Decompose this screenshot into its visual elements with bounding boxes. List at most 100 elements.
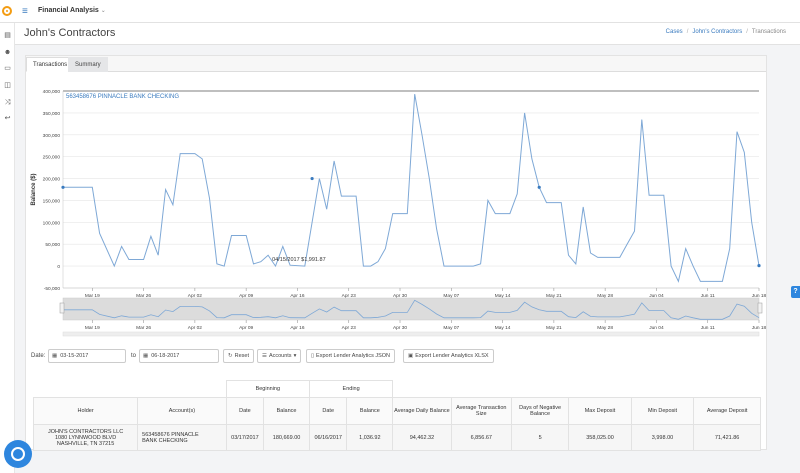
end-date-value: 06-18-2017	[151, 353, 180, 359]
navigator-tick-label: Jun 11	[701, 325, 715, 331]
holder-line: NASHVILLE, TN 37215	[56, 440, 115, 447]
chevron-down-icon: ⌄	[100, 8, 106, 14]
navigator-tick-label: Apr 09	[239, 325, 253, 331]
col-min-deposit[interactable]: Min Deposit	[630, 397, 695, 425]
start-date-input[interactable]: ▦ 03-15-2017	[48, 349, 126, 363]
data-point	[757, 264, 761, 268]
navigator-tick-label: Apr 30	[393, 325, 407, 331]
chart-controls: Date: ▦ 03-15-2017 to ▦ 06-18-2017 ↻ Reset …	[31, 349, 531, 364]
col-avg-deposit[interactable]: Average Deposit	[693, 397, 761, 425]
chart-title: 563458676 PINNACLE BANK CHECKING	[66, 94, 179, 100]
export-json-button[interactable]: ▯ Export Lender Analytics JSON	[306, 349, 396, 363]
avg-txn-size-cell: 6,856.67	[450, 424, 512, 451]
series-layer	[61, 94, 761, 283]
y-axis-title: Balance ($)	[31, 173, 37, 205]
col-begin-date[interactable]: Date	[225, 397, 265, 425]
app-title-dropdown[interactable]: Financial Analysis ⌄	[38, 7, 106, 14]
page-header: John's Contractors Cases / John's Contract…	[15, 23, 800, 45]
ending-group-header: Ending	[308, 380, 394, 398]
breadcrumb-cases[interactable]: Cases	[665, 29, 683, 35]
min-deposit-cell: 3,998.00	[630, 424, 695, 451]
x-tick-label: May 21	[546, 293, 562, 299]
y-tick-label: 50,000	[45, 242, 60, 248]
y-tick-label: 150,000	[43, 198, 61, 204]
data-point	[61, 185, 65, 189]
end-date-input[interactable]: ▦ 06-18-2017	[139, 349, 219, 363]
col-days-negative[interactable]: Days of Negative Balance	[510, 397, 570, 425]
col-accounts[interactable]: Account(s)	[137, 397, 227, 425]
tab-summary[interactable]: Summary	[68, 57, 108, 72]
x-tick-label: Mar 26	[136, 293, 151, 299]
y-tick-label: 200,000	[43, 177, 61, 183]
y-tick-label: 400,000	[43, 89, 61, 95]
y-tick-label: 350,000	[43, 111, 61, 117]
sidebar-users-icon[interactable]: ☻	[3, 49, 12, 56]
calendar-icon: ▦	[143, 353, 149, 359]
account-line: BANK CHECKING	[142, 437, 188, 444]
col-avg-txn-size[interactable]: Average Transaction Size	[450, 397, 512, 425]
sidebar-shuffle-icon[interactable]: ⤨	[4, 99, 11, 106]
holder-line: JOHN'S CONTRACTORS LLC	[47, 428, 124, 435]
sidebar-back-icon[interactable]: ↩	[4, 115, 11, 122]
account-line: 563458676 PINNACLE	[142, 431, 199, 438]
account-cell: 563458676 PINNACLE BANK CHECKING	[137, 424, 227, 451]
breadcrumb-johns-contractors[interactable]: John's Contractors	[692, 29, 743, 35]
sidebar: ▤ ☻ ▭ ◫ ⤨ ↩	[0, 23, 15, 473]
days-negative-cell: 5	[510, 424, 570, 451]
x-tick-label: Apr 09	[239, 293, 253, 299]
breadcrumb-transactions: Transactions	[751, 29, 786, 35]
col-end-date[interactable]: Date	[308, 397, 348, 425]
caret-down-icon: ▾	[293, 353, 297, 359]
accounts-button[interactable]: ☰ Accounts ▾	[257, 349, 302, 363]
col-max-deposit[interactable]: Max Deposit	[568, 397, 632, 425]
x-tick-label: Jun 18	[752, 293, 766, 299]
holder-line: 1080 LYNNWOOD BLVD	[54, 434, 117, 441]
col-end-balance[interactable]: Balance	[346, 397, 394, 425]
end-date-cell: 06/16/2017	[308, 424, 348, 451]
list-icon: ☰	[262, 353, 267, 359]
export-xlsx-button[interactable]: ▣ Export Lender Analytics XLSX	[403, 349, 494, 363]
x-tick-label: Jun 04	[649, 293, 664, 299]
reset-button[interactable]: ↻ Reset	[223, 349, 254, 363]
beginning-group-header: Beginning	[225, 380, 310, 398]
col-avg-daily-balance[interactable]: Average Daily Balance	[392, 397, 452, 425]
help-button[interactable]: ?	[791, 286, 800, 298]
navigator-left-handle	[59, 302, 65, 314]
col-holder[interactable]: Holder	[32, 397, 139, 425]
x-tick-label: Apr 23	[342, 293, 356, 299]
data-point	[537, 185, 541, 189]
lifebuoy-icon	[11, 447, 25, 461]
sidebar-chart-icon[interactable]: ◫	[4, 82, 11, 89]
chart-grid	[63, 90, 759, 289]
begin-balance-cell: 180,669.00	[263, 424, 310, 451]
col-begin-balance[interactable]: Balance	[263, 397, 310, 425]
navigator-tick-label: Mar 19	[85, 325, 100, 331]
chat-support-button[interactable]	[4, 440, 32, 468]
navigator-right-handle	[757, 302, 763, 314]
balance-chart[interactable]: -50,000 0 50,000 100,000 150,000 200,000 250,0…	[26, 56, 766, 346]
start-date-value: 03-15-2017	[60, 353, 89, 359]
breadcrumb: Cases / John's Contractors / Transactions	[665, 29, 786, 35]
file-icon: ▯	[311, 353, 315, 359]
tab-bar: Transactions Summary	[26, 56, 766, 72]
begin-date-cell: 03/17/2017	[225, 424, 265, 451]
navigator-tick-label: Apr 02	[188, 325, 202, 331]
export-json-label: Export Lender Analytics JSON	[316, 353, 391, 359]
max-deposit-cell: 358,025.00	[568, 424, 632, 451]
calendar-icon: ▦	[52, 353, 58, 359]
app-logo-icon[interactable]	[2, 6, 12, 16]
menu-icon[interactable]: ≡	[22, 6, 28, 17]
navigator-tick-label: Jun 04	[649, 325, 664, 331]
x-tick-label: Mar 19	[85, 293, 100, 299]
date-label: Date:	[31, 353, 46, 359]
accounts-label: Accounts	[268, 353, 292, 359]
x-tick-label: Apr 02	[188, 293, 202, 299]
balance-series-line	[63, 94, 760, 283]
navigator-tick-label: Apr 16	[290, 325, 304, 331]
sidebar-document-icon[interactable]: ▤	[4, 32, 11, 39]
chart-navigator[interactable]: Mar 19 Mar 26 Apr 02 Apr 09 Apr 16 Apr 23 Apr …	[59, 297, 766, 337]
reset-label: Reset	[234, 353, 249, 359]
avg-daily-balance-cell: 94,462.32	[392, 424, 452, 451]
sidebar-inbox-icon[interactable]: ▭	[4, 65, 11, 72]
top-bar: ≡ Financial Analysis ⌄	[0, 0, 800, 23]
